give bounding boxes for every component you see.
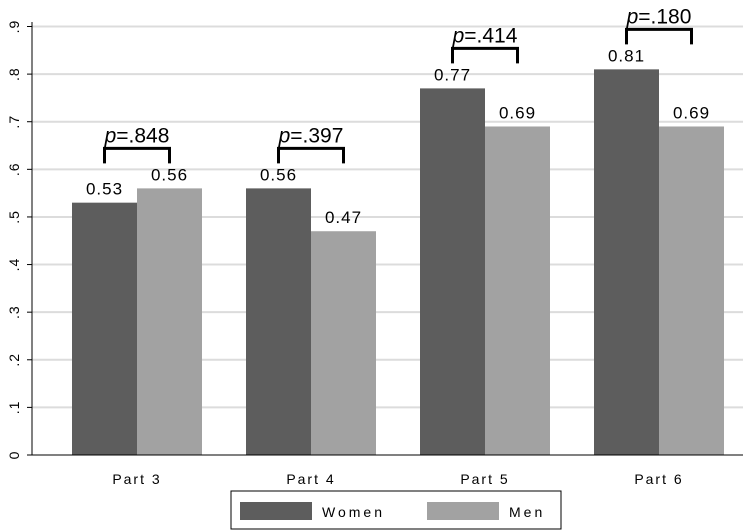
bar-men-1 (311, 231, 376, 455)
p-value-symbol: p (278, 124, 291, 147)
category-label: Part 3 (112, 471, 161, 487)
p-value-number: =.397 (290, 124, 343, 147)
p-value-bracket (625, 27, 693, 45)
data-label-men-3: 0.69 (673, 103, 710, 122)
p-value-label: p=.397 (278, 124, 344, 147)
data-label-men-1: 0.47 (325, 208, 362, 227)
p-value-number: =.414 (464, 24, 517, 47)
legend-label-men: Men (509, 504, 545, 520)
p-value-bracket (103, 146, 171, 164)
data-label-women-0: 0.53 (86, 180, 123, 199)
y-tick-label: .7 (6, 115, 22, 129)
p-value-bracket (451, 46, 519, 64)
p-value-number: =.180 (638, 5, 691, 28)
y-tick-label: .9 (6, 20, 22, 34)
bar-women-1 (246, 188, 311, 455)
p-value-symbol: p (626, 5, 639, 28)
category-label: Part 6 (634, 471, 683, 487)
bar-men-0 (137, 188, 202, 455)
data-labels: 0.53 0.56 0.56 0.47 0.77 0.69 0.81 0.69 (86, 46, 710, 227)
y-tick-label: .3 (6, 305, 22, 319)
y-tick-label: .5 (6, 210, 22, 224)
data-label-men-0: 0.56 (151, 165, 188, 184)
legend-swatch-men (427, 502, 499, 520)
data-label-men-2: 0.69 (499, 103, 536, 122)
p-value-label: p=.848 (104, 124, 170, 147)
legend: Women Men (230, 490, 562, 530)
data-label-women-3: 0.81 (608, 46, 645, 65)
y-tick-label: .6 (6, 162, 22, 176)
p-value-symbol: p (452, 24, 465, 47)
y-tick-label: .8 (6, 67, 22, 81)
bar-women-3 (594, 69, 659, 455)
data-label-women-2: 0.77 (434, 65, 471, 84)
data-label-women-1: 0.56 (260, 165, 297, 184)
bar-men-3 (659, 126, 724, 455)
y-tick-label: .4 (6, 258, 22, 272)
axes (31, 22, 743, 456)
y-tick-label: .2 (6, 353, 22, 367)
category-label: Part 4 (286, 471, 335, 487)
y-tick-labels: 0 .1 .2 .3 .4 .5 .6 .7 .8 .9 (6, 20, 32, 460)
legend-label-women: Women (322, 504, 385, 520)
p-value-number: =.848 (116, 124, 169, 147)
p-value-bracket (277, 146, 345, 164)
bar-men-2 (485, 126, 550, 455)
legend-swatch-women (240, 502, 312, 520)
p-value-label: p=.180 (626, 5, 692, 28)
category-labels: Part 3 Part 4 Part 5 Part 6 (112, 471, 683, 487)
p-value-label: p=.414 (452, 24, 518, 47)
bar-women-0 (72, 202, 137, 455)
category-label: Part 5 (460, 471, 509, 487)
p-value-symbol: p (104, 124, 117, 147)
bar-women-2 (420, 88, 485, 456)
bars (72, 69, 724, 456)
y-tick-label: 0 (6, 451, 22, 460)
y-tick-label: .1 (6, 401, 22, 415)
